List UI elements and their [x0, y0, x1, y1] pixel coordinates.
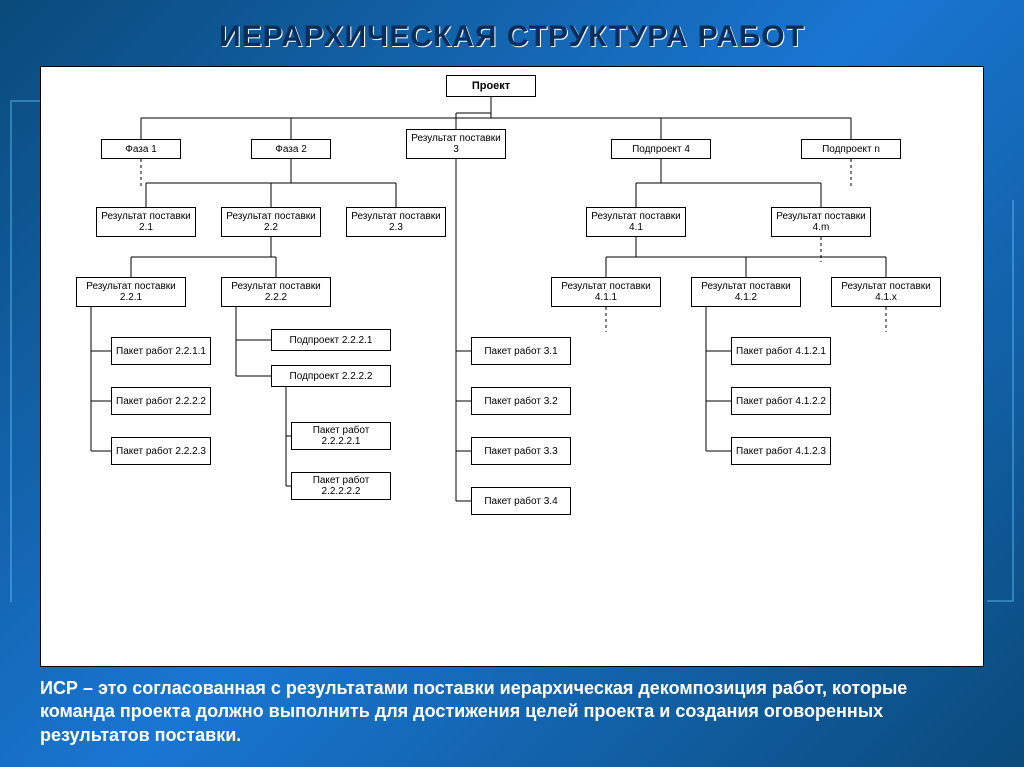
tree-node: Результат поставки 2.2.1 [76, 277, 186, 307]
footer-definition: ИСР – это согласованная с результатами п… [40, 677, 984, 747]
tree-node: Подпроект 4 [611, 139, 711, 159]
tree-node: Результат поставки 4.1.1 [551, 277, 661, 307]
tree-node: Пакет работ 2.2.2.2.2 [291, 472, 391, 500]
tree-node: Пакет работ 2.2.2.2 [111, 387, 211, 415]
tree-node: Пакет работ 2.2.2.2.1 [291, 422, 391, 450]
tree-node: Проект [446, 75, 536, 97]
tree-node: Пакет работ 4.1.2.2 [731, 387, 831, 415]
tree-node: Результат поставки 3 [406, 129, 506, 159]
tree-node: Результат поставки 4.1.x [831, 277, 941, 307]
tree-node: Подпроект n [801, 139, 901, 159]
tree-node: Результат поставки 2.2.2 [221, 277, 331, 307]
tree-node: Пакет работ 3.2 [471, 387, 571, 415]
page-title: ИЕРАРХИЧЕСКАЯ СТРУКТУРА РАБОТ [40, 20, 984, 54]
tree-node: Пакет работ 2.2.1.1 [111, 337, 211, 365]
tree-node: Фаза 1 [101, 139, 181, 159]
tree-node: Подпроект 2.2.2.2 [271, 365, 391, 387]
tree-node: Результат поставки 2.1 [96, 207, 196, 237]
wbs-diagram: Проект Фаза 1 Фаза 2 Результат поставки 3 По… [40, 66, 984, 667]
tree-node: Пакет работ 3.3 [471, 437, 571, 465]
tree-node: Пакет работ 3.4 [471, 487, 571, 515]
tree-node: Пакет работ 4.1.2.1 [731, 337, 831, 365]
tree-node: Подпроект 2.2.2.1 [271, 329, 391, 351]
tree-node: Результат поставки 4.m [771, 207, 871, 237]
tree-node: Фаза 2 [251, 139, 331, 159]
tree-node: Пакет работ 2.2.2.3 [111, 437, 211, 465]
tree-node: Результат поставки 2.2 [221, 207, 321, 237]
tree-node: Результат поставки 4.1 [586, 207, 686, 237]
tree-node: Результат поставки 2.3 [346, 207, 446, 237]
tree-node: Пакет работ 4.1.2.3 [731, 437, 831, 465]
tree-node: Пакет работ 3.1 [471, 337, 571, 365]
tree-node: Результат поставки 4.1.2 [691, 277, 801, 307]
